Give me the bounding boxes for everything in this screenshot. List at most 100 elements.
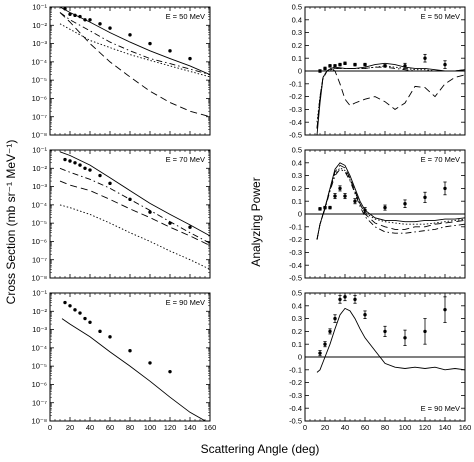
data-point	[63, 7, 67, 11]
data-point	[63, 157, 67, 162]
data-point	[403, 202, 407, 206]
data-point	[98, 329, 102, 334]
x-tick-label: 80	[381, 423, 389, 432]
ylabel-right: Analyzing Power	[249, 177, 263, 266]
model-curve-dashdot	[316, 66, 465, 129]
data-point	[73, 13, 77, 18]
y-tick-label: 10⁻³	[32, 39, 47, 48]
x-tick-label: 80	[126, 423, 134, 432]
data-point	[423, 56, 427, 60]
data-point	[328, 205, 332, 210]
data-point	[78, 14, 82, 19]
data-point	[188, 225, 192, 229]
y-tick-label: 0.5	[292, 3, 302, 12]
y-tick-label: 0.5	[292, 289, 302, 298]
data-point	[338, 62, 342, 67]
data-point	[328, 64, 332, 68]
y-tick-label: 0.1	[292, 340, 302, 349]
y-tick-label: 10⁻⁷	[32, 255, 47, 264]
panel-4: -0.5 -0.4 -0.3 -0.2 -0.1 0 0.1 0.2 0.3 0.4 0.5 E = …	[289, 146, 466, 283]
data-point	[318, 207, 322, 211]
y-tick-label: 10⁻⁸	[32, 417, 47, 426]
model-curve-dashed	[59, 180, 210, 246]
data-point	[343, 194, 347, 198]
y-tick-label: 10⁻²	[32, 21, 47, 30]
y-tick-label: 0.2	[292, 184, 302, 193]
y-tick-label: 0.2	[292, 327, 302, 336]
x-tick-label: 140	[184, 423, 197, 432]
data-point	[73, 308, 77, 312]
data-point	[333, 316, 337, 321]
y-tick-label: 0	[298, 67, 302, 76]
panel-5: 0 20 40 60 80 100 120 140 160 10⁻⁸ 10⁻⁷ 10⁻⁶ 10⁻⁵ 10⁻…	[31, 289, 216, 432]
y-tick-label: 10⁻⁷	[32, 112, 47, 121]
model-curve-solid	[59, 7, 210, 76]
x-tick-label: 60	[361, 423, 369, 432]
y-tick-label: -0.3	[289, 248, 302, 257]
y-tick-label: 0	[298, 353, 302, 362]
y-tick-label: 10⁻⁵	[32, 362, 47, 371]
data-point	[78, 311, 82, 315]
y-tick-label: 0.3	[292, 171, 302, 180]
data-point	[83, 316, 87, 321]
energy-label: E = 50 MeV	[166, 12, 205, 21]
data-point	[343, 61, 347, 66]
data-point	[423, 195, 427, 200]
data-point	[68, 304, 72, 308]
data-point	[383, 64, 387, 68]
model-curve-solid	[59, 151, 210, 237]
data-point	[98, 173, 102, 178]
model-curve-solid	[316, 307, 465, 373]
energy-label: E = 70 MeV	[421, 155, 460, 164]
data-point	[363, 208, 367, 212]
y-tick-label: 10⁻⁵	[32, 76, 47, 85]
panel-6: 0 20 40 60 80 100 120 140 160 -0.5 -0.4 -0.3 -0.2 -0.…	[289, 289, 471, 432]
data-point	[353, 297, 357, 302]
data-point	[353, 62, 357, 67]
xlabel: Scattering Angle (deg)	[201, 442, 320, 456]
y-tick-label: -0.4	[289, 261, 302, 270]
model-curve-solid	[61, 318, 207, 421]
data-point	[108, 181, 112, 186]
data-point	[73, 161, 77, 165]
data-point	[78, 163, 82, 167]
x-tick-label: 0	[303, 423, 307, 432]
data-point	[168, 49, 172, 53]
y-tick-label: 0.4	[292, 301, 302, 310]
data-point	[98, 22, 102, 26]
model-curve-dotted	[316, 167, 465, 240]
data-point	[443, 62, 447, 67]
y-tick-label: -0.1	[289, 222, 302, 231]
x-tick-label: 120	[164, 423, 177, 432]
panel-2: -0.5 -0.4 -0.3 -0.2 -0.1 0 0.1 0.2 0.3 0.4 0.5 E = …	[289, 3, 466, 140]
data-point	[128, 197, 132, 202]
model-curve-dashed	[316, 67, 465, 129]
y-tick-label: 10⁻³	[32, 325, 47, 334]
curve-group	[59, 151, 210, 270]
y-tick-label: -0.4	[289, 118, 302, 127]
y-tick-label: 10⁻⁴	[31, 200, 47, 209]
y-tick-label: 10⁻⁷	[32, 398, 47, 407]
panels-group: 10⁻⁸ 10⁻⁷ 10⁻⁶ 10⁻⁵ 10⁻⁴ 10⁻³ 10⁻² 10⁻¹ E = 50 M…	[31, 3, 471, 432]
y-tick-label: 10⁻⁶	[32, 380, 47, 389]
y-tick-label: -0.3	[289, 105, 302, 114]
model-curve-dashdot	[59, 12, 210, 76]
y-tick-label: 0.2	[292, 41, 302, 50]
data-point	[383, 329, 387, 334]
data-point	[338, 297, 342, 302]
y-tick-label: 0.3	[292, 28, 302, 37]
energy-label: E = 70 MeV	[166, 155, 205, 164]
y-tick-label: 10⁻⁶	[32, 94, 47, 103]
y-tick-label: 10⁻²	[32, 307, 47, 316]
y-tick-label: -0.2	[289, 235, 302, 244]
curve-group	[316, 307, 465, 373]
panel-frame	[49, 149, 211, 279]
data-point	[168, 369, 172, 374]
y-tick-label: 0.3	[292, 314, 302, 323]
y-tick-label: -0.4	[289, 404, 302, 413]
y-tick-label: -0.5	[289, 131, 302, 140]
model-curve-dashdot	[59, 167, 210, 244]
x-tick-label: 100	[399, 423, 412, 432]
x-tick-label: 160	[459, 423, 472, 432]
data-point	[68, 12, 72, 16]
